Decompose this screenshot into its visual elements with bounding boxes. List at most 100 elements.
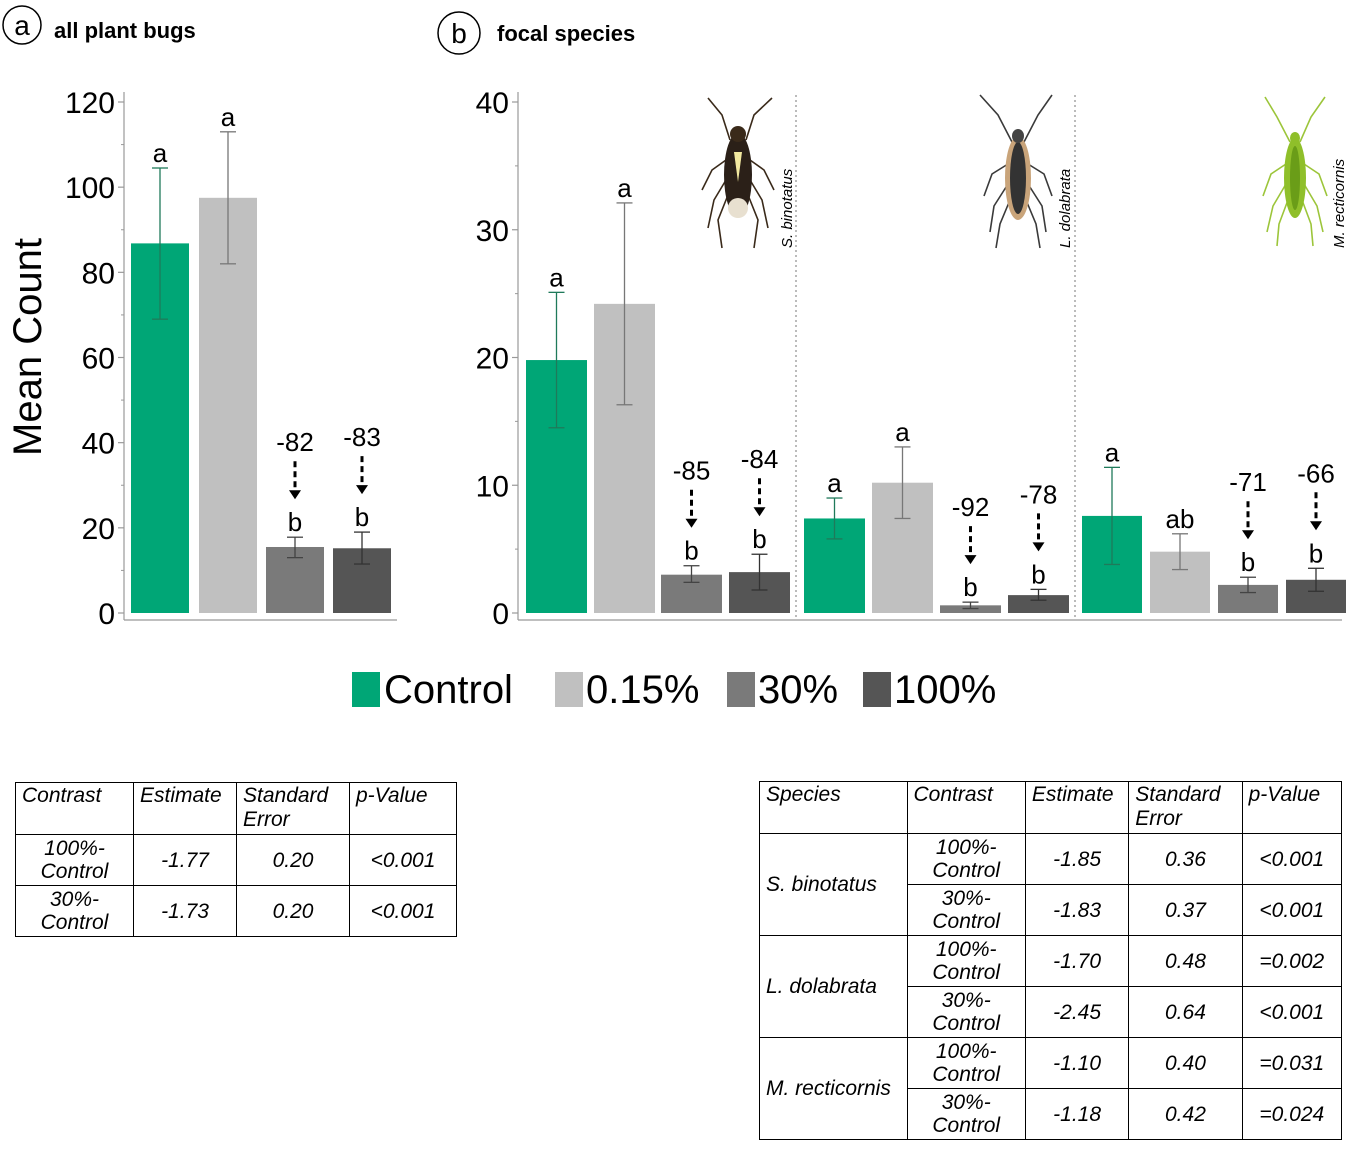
y-tick-label: 40: [476, 87, 509, 120]
panel-b-letter: b: [451, 18, 467, 49]
contrast-line-2: Control: [932, 910, 1001, 933]
col-header-contrast: Contrast: [906, 781, 1026, 834]
a-pct-change-3: -83: [343, 422, 381, 452]
legend-label-100: 100%: [894, 668, 996, 712]
contrast-cell: 30%- Control: [906, 986, 1026, 1038]
b-g2-pct-arrowhead-2: [1242, 530, 1254, 540]
contrast-line-1: 30%-: [941, 989, 991, 1012]
estimate-cell: -1.18: [1024, 1088, 1130, 1140]
contrast-table-focal-species: Species Contrast Estimate Standard Error…: [759, 781, 1343, 1140]
figure: a all plant bugs b focal species Mean Co…: [2, 5, 1348, 712]
y-tick-label: 40: [82, 428, 115, 461]
col-header-species: Species: [759, 781, 908, 834]
table-header-row: Species Contrast Estimate Standard Error…: [759, 781, 1343, 834]
b-g0-sig-letter-3: b: [752, 524, 766, 554]
se-cell: 0.20: [236, 834, 350, 886]
b-g0-pct-arrowhead-2: [685, 518, 698, 528]
p-value-cell: <0.001: [349, 834, 457, 886]
estimate-cell: -1.10: [1024, 1037, 1130, 1089]
insect-picture-l-dolabrata: [979, 94, 1053, 249]
y-tick-label: 20: [476, 343, 509, 376]
species-label-l-dolabrata: L. dolabrata: [1057, 169, 1074, 248]
table-row: M. recticornis 100%- Control -1.10 0.40 =…: [759, 1037, 1343, 1140]
table-row: 30%- Control -1.73 0.20 <0.001: [15, 885, 457, 937]
a-sig-letter-0: a: [153, 138, 168, 168]
panel-b-title: focal species: [497, 21, 635, 46]
estimate-cell: -2.45: [1024, 986, 1130, 1038]
contrast-line-2: Control: [932, 1063, 1001, 1086]
estimate-cell: -1.83: [1024, 884, 1130, 936]
legend: Control 0.15% 30% 100%: [352, 668, 996, 712]
col-header-estimate: Estimate: [1024, 781, 1130, 834]
y-tick-label: 80: [82, 257, 115, 290]
b-g2-pct-arrowhead-3: [1310, 521, 1322, 531]
contrast-line-2: Control: [932, 961, 1001, 984]
contrast-table-all-bugs: Contrast Estimate Standard Error p-Value…: [15, 782, 457, 937]
legend-swatch-0-15: [555, 672, 583, 707]
a-sig-letter-3: b: [355, 502, 369, 532]
b-g2-sig-letter-2: b: [1241, 547, 1255, 577]
insect-picture-s-binotatus: [701, 97, 775, 249]
species-cell: L. dolabrata: [759, 935, 908, 1038]
b-g1-sig-letter-1: a: [895, 417, 910, 447]
table-row: L. dolabrata 100%- Control -1.70 0.48 =0.…: [759, 935, 1343, 1038]
se-cell: 0.40: [1128, 1037, 1243, 1089]
col-header-estimate: Estimate: [133, 782, 237, 835]
se-cell: 0.20: [236, 885, 350, 937]
a-pct-arrowhead-2: [289, 490, 301, 500]
contrast-line-2: Control: [40, 911, 109, 934]
b-g0-sig-letter-0: a: [549, 262, 564, 292]
panel-a-axes: 0 20 40 60 80 100 120: [65, 87, 397, 631]
panel-a-letter: a: [14, 10, 30, 41]
b-g2-sig-letter-3: b: [1309, 538, 1323, 568]
contrast-cell: 100%- Control: [15, 834, 134, 886]
contrast-cell: 100%- Control: [906, 1037, 1026, 1089]
table-row: S. binotatus 100%- Control -1.85 0.36 <0.…: [759, 833, 1343, 936]
b-g1-sig-letter-0: a: [827, 468, 842, 498]
contrast-line-1: 100%-: [935, 1040, 997, 1063]
col-header-p-value: p-Value: [1241, 781, 1343, 834]
legend-swatch-100: [863, 672, 891, 707]
b-g1-pct-change-2: -92: [952, 492, 990, 522]
insect-picture-m-recticornis: [1262, 96, 1328, 247]
col-header-standard-error: Standard Error: [236, 782, 350, 835]
p-value-cell: <0.001: [349, 885, 457, 937]
b-g0-sig-letter-1: a: [617, 173, 632, 203]
contrast-line-1: 100%-: [935, 938, 997, 961]
contrast-line-1: 30%-: [941, 1091, 991, 1114]
y-tick-label: 60: [82, 343, 115, 376]
species-cell: S. binotatus: [759, 833, 908, 936]
contrast-line-2: Control: [932, 859, 1001, 882]
col-header-standard-error: Standard Error: [1128, 781, 1243, 834]
y-tick-label: 120: [65, 87, 115, 120]
b-g2-sig-letter-0: a: [1105, 437, 1120, 467]
panel-b-axes: 0 10 20 30 40: [476, 87, 1342, 631]
p-value-cell: <0.001: [1241, 833, 1343, 885]
contrast-line-2: Control: [932, 1114, 1001, 1137]
se-cell: 0.37: [1128, 884, 1243, 936]
y-tick-label: 20: [82, 513, 115, 546]
contrast-line-2: Control: [932, 1012, 1001, 1035]
legend-label-control: Control: [384, 668, 513, 712]
p-value-cell: =0.002: [1241, 935, 1343, 987]
estimate-cell: -1.70: [1024, 935, 1130, 987]
a-sig-letter-1: a: [221, 102, 236, 132]
b-g0-pct-arrowhead-3: [753, 507, 766, 517]
species-label-s-binotatus: S. binotatus: [779, 168, 796, 248]
b-g0-sig-letter-2: b: [684, 536, 698, 566]
b-g0-pct-change-3: -84: [741, 444, 779, 474]
col-header-p-value: p-Value: [349, 782, 457, 835]
contrast-line-2: Control: [40, 860, 109, 883]
y-tick-label: 0: [492, 598, 509, 631]
estimate-cell: -1.73: [133, 885, 237, 937]
species-cell: M. recticornis: [759, 1037, 908, 1140]
contrast-line-1: 30%-: [49, 888, 100, 911]
a-sig-letter-2: b: [288, 507, 302, 537]
legend-label-0-15: 0.15%: [586, 668, 699, 712]
estimate-cell: -1.77: [133, 834, 237, 886]
b-g1-sig-letter-3: b: [1031, 559, 1045, 589]
legend-label-30: 30%: [758, 668, 838, 712]
legend-swatch-30: [727, 672, 755, 707]
table-row: 30%- Control -1.83 0.37 <0.001: [760, 884, 1343, 936]
b-g1-pct-arrowhead-2: [964, 555, 977, 565]
